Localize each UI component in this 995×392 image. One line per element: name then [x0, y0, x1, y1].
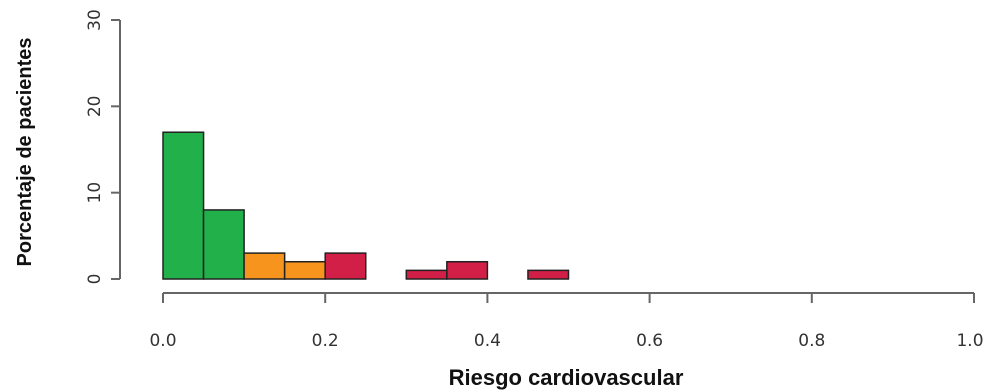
x-axis-ticks: 0.0 0.2 0.4 0.6 0.8 1.0: [149, 293, 984, 351]
x-axis-title: Riesgo cardiovascular: [449, 365, 684, 390]
histogram-bars: [162, 131, 570, 280]
histogram-bar-7: [405, 269, 448, 280]
y-tick-label: 0: [85, 274, 105, 285]
y-tick-label: 30: [85, 9, 105, 31]
x-tick-label: 0.2: [312, 331, 339, 351]
y-tick-label: 20: [85, 96, 105, 118]
histogram-bar-5: [324, 252, 367, 280]
histogram-bar-8: [446, 260, 489, 280]
y-tick-label: 10: [85, 182, 105, 204]
x-tick-label: 1.0: [956, 331, 983, 351]
histogram-bar-3: [243, 252, 286, 280]
x-tick-label: 0.8: [798, 331, 825, 351]
y-axis-title: Porcentaje de pacientes: [14, 38, 36, 267]
x-tick-label: 0.4: [474, 331, 501, 351]
histogram-bar-4: [283, 260, 326, 280]
y-axis-ticks: 0 10 20 30: [85, 9, 120, 284]
x-tick-label: 0.0: [149, 331, 176, 351]
histogram-bar-1: [162, 131, 205, 280]
x-tick-label: 0.6: [636, 331, 663, 351]
histogram-bar-10: [527, 269, 570, 280]
histogram-bar-2: [202, 209, 245, 280]
